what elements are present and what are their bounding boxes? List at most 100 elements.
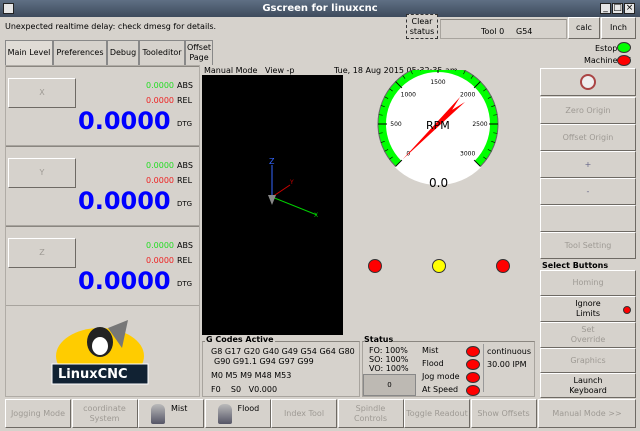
gauge-value: 0.0 bbox=[429, 176, 449, 190]
axis-z-panel bbox=[6, 226, 199, 306]
tab-offset-page[interactable]: Offset Page bbox=[185, 40, 213, 65]
axis-origin-icon: Z X Y bbox=[268, 157, 318, 219]
gauge-tick bbox=[380, 105, 385, 107]
gauge-tick bbox=[410, 70, 413, 75]
gcodes-line2: G90 G91.1 G94 G97 G99 bbox=[214, 357, 314, 366]
stop-icon bbox=[580, 74, 596, 90]
gauge-tick bbox=[389, 156, 393, 160]
homing-button[interactable]: Homing bbox=[540, 270, 636, 296]
axis-y-panel bbox=[6, 146, 199, 226]
gauge-tick-label: 1500 bbox=[430, 79, 445, 86]
gauge-needle bbox=[402, 96, 466, 160]
gauge-tick bbox=[487, 96, 492, 99]
abs-value: 0.0000 bbox=[146, 241, 174, 250]
tool-number: Tool 0 bbox=[481, 27, 505, 36]
bottom-button-1[interactable]: coordinate System bbox=[71, 399, 138, 428]
gauge-tick bbox=[378, 132, 383, 134]
dtg-value: 0.0000 bbox=[78, 187, 171, 215]
status-led-label: Mist bbox=[422, 346, 439, 355]
preview-canvas[interactable]: Z X Y bbox=[202, 75, 343, 335]
svg-text:X: X bbox=[314, 212, 318, 219]
gauge-tick bbox=[455, 70, 456, 71]
bottom-button-7[interactable]: Show Offsets bbox=[470, 399, 537, 428]
mcodes: M0 M5 M9 M48 M53 bbox=[211, 371, 292, 380]
bottom-button-2[interactable]: Mist bbox=[138, 399, 204, 428]
bottom-button-5[interactable]: Spindle Controls bbox=[337, 399, 404, 428]
blank-button[interactable] bbox=[540, 205, 636, 232]
spindle-override: SO: 100% bbox=[369, 355, 409, 364]
velocity-override: VO: 100% bbox=[369, 364, 409, 373]
gauge-tick-label: 2000 bbox=[460, 91, 475, 98]
launch-keyboard-button[interactable]: Launch Keyboard bbox=[540, 373, 636, 398]
gauge-tick bbox=[483, 156, 487, 160]
feed-override: FO: 100% bbox=[369, 346, 408, 355]
rpm-gauge: 0 500 1000 1500 2000 2500 3000 bbox=[377, 70, 499, 185]
axis-z-button[interactable]: Z bbox=[8, 238, 76, 268]
abs-label: ABS bbox=[177, 241, 193, 250]
tab-preferences[interactable]: Preferences bbox=[53, 40, 107, 65]
bottom-button-0[interactable]: Jogging Mode bbox=[5, 399, 71, 428]
gauge-tick bbox=[463, 70, 466, 75]
abs-value: 0.0000 bbox=[146, 161, 174, 170]
minus-button[interactable]: - bbox=[540, 178, 636, 205]
indicator-led-1 bbox=[368, 259, 382, 273]
axis-x-panel bbox=[6, 66, 199, 146]
gauge-tick bbox=[395, 81, 403, 89]
bottom-button-label: Flood bbox=[237, 404, 260, 413]
tab-main-level[interactable]: Main Level bbox=[5, 40, 53, 65]
gauge-label: RPM bbox=[426, 119, 450, 132]
graphics-header: Manual Mode View -p Tue, 18 Aug 2015 05:… bbox=[202, 66, 538, 75]
view-label: View -p bbox=[265, 66, 295, 75]
bottom-button-label: coordinate System bbox=[83, 403, 126, 423]
bottom-button-label: Jogging Mode bbox=[10, 408, 66, 418]
minimize-button[interactable]: _ bbox=[600, 3, 611, 14]
mode-label: Manual Mode bbox=[204, 66, 258, 75]
status-led bbox=[466, 385, 480, 396]
gauge-tick bbox=[384, 96, 389, 99]
calc-button[interactable]: calc bbox=[568, 17, 600, 39]
bottom-button-3[interactable]: Flood bbox=[204, 399, 271, 428]
clear-status-button[interactable]: Clear status bbox=[406, 14, 438, 39]
gauge-tick-label: 1000 bbox=[401, 91, 416, 98]
tab-tooleditor[interactable]: Tooleditor bbox=[139, 40, 185, 65]
gauge-tick bbox=[395, 159, 403, 167]
manual-mode-button[interactable]: Manual Mode >> bbox=[538, 399, 636, 428]
estop-button[interactable] bbox=[540, 68, 636, 96]
plus-button[interactable]: + bbox=[540, 151, 636, 178]
estop-label: Estop bbox=[595, 44, 618, 53]
status-message: Unexpected realtime delay: check dmesg f… bbox=[5, 22, 217, 31]
indicator-led-2 bbox=[432, 259, 446, 273]
gauge-tick bbox=[402, 75, 406, 79]
close-button[interactable]: × bbox=[624, 3, 635, 14]
svg-text:Y: Y bbox=[289, 179, 294, 186]
zero-origin-button[interactable]: Zero Origin bbox=[540, 97, 636, 124]
title-bar: Gscreen for linuxcnc bbox=[0, 0, 640, 17]
coolant-icon bbox=[151, 404, 165, 424]
units-button[interactable]: Inch bbox=[601, 17, 636, 39]
rel-label: REL bbox=[177, 176, 193, 185]
machine-led[interactable] bbox=[617, 55, 631, 66]
axis-x-button[interactable]: X bbox=[8, 78, 76, 108]
bottom-button-label: Mist bbox=[171, 404, 188, 413]
offset-origin-button[interactable]: Offset Origin bbox=[540, 124, 636, 151]
window-menu-button[interactable] bbox=[3, 3, 14, 14]
tab-debug[interactable]: Debug bbox=[107, 40, 139, 65]
bottom-button-label: Index Tool bbox=[283, 408, 325, 418]
status-led bbox=[466, 372, 480, 383]
bottom-button-4[interactable]: Index Tool bbox=[271, 399, 337, 428]
bottom-button-6[interactable]: Toggle Readout bbox=[404, 399, 470, 428]
estop-led[interactable] bbox=[617, 42, 631, 53]
status-panel bbox=[362, 341, 535, 397]
graphics-button[interactable]: Graphics bbox=[540, 348, 636, 373]
gauge-tick bbox=[473, 159, 481, 167]
axis-y-button[interactable]: Y bbox=[8, 158, 76, 188]
ignore-limits-button[interactable]: Ignore Limits bbox=[540, 296, 636, 322]
gauge-tick bbox=[483, 88, 487, 92]
rel-value: 0.0000 bbox=[146, 256, 174, 265]
tool-setting-button[interactable]: Tool Setting bbox=[540, 232, 636, 259]
gauge-tick bbox=[389, 88, 393, 92]
gauge-tick bbox=[473, 81, 481, 89]
set-override-button[interactable]: Set Override bbox=[540, 322, 636, 348]
maximize-button[interactable]: □ bbox=[612, 3, 623, 14]
bottom-button-label: Show Offsets bbox=[477, 408, 530, 418]
